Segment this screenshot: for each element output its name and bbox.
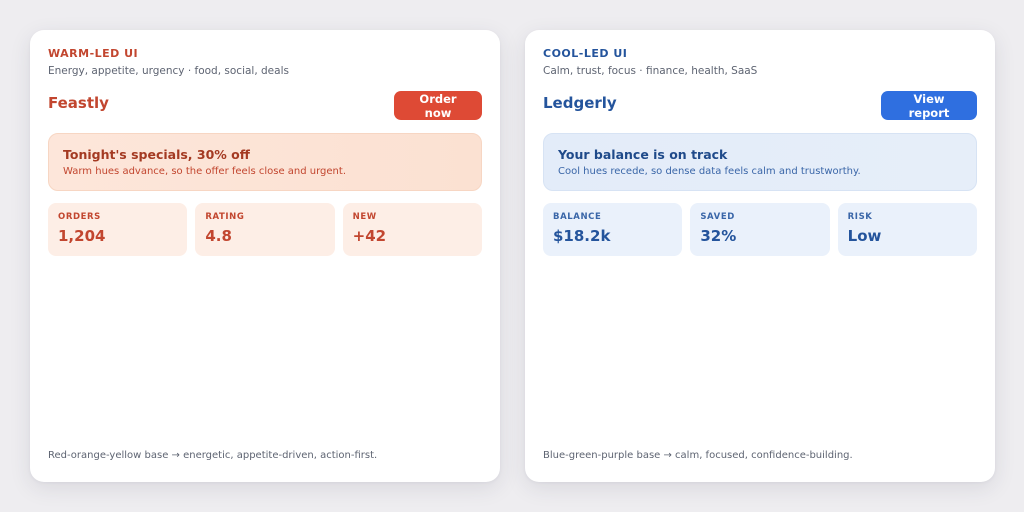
card-footer-note: Red-orange-yellow base → energetic, appe… <box>48 450 378 461</box>
banner-text: Cool hues recede, so dense data feels ca… <box>558 166 861 177</box>
card-eyebrow: WARM-LED UI <box>48 47 139 60</box>
stat-value: 32% <box>700 227 737 245</box>
stat-value: +42 <box>352 227 387 245</box>
promo-banner: Tonight's specials, 30% off Warm hues ad… <box>48 133 482 191</box>
stat-label: SAVED <box>700 212 735 222</box>
stat-label: RISK <box>847 212 873 222</box>
banner-text: Warm hues advance, so the offer feels cl… <box>63 166 346 177</box>
banner-title: Tonight's specials, 30% off <box>63 147 250 162</box>
stat-value: $18.2k <box>553 227 611 245</box>
card-eyebrow: COOL-LED UI <box>543 47 628 60</box>
card-subtitle: Calm, trust, focus · finance, health, Sa… <box>543 65 758 77</box>
stat-value: 4.8 <box>205 227 232 245</box>
banner-title: Your balance is on track <box>558 147 728 162</box>
warm-card: WARM-LED UI Energy, appetite, urgency · … <box>30 30 500 482</box>
stat-tile-risk: RISK Low <box>837 203 977 256</box>
stat-tile-saved: SAVED 32% <box>690 203 830 256</box>
stat-tile-rating: RATING 4.8 <box>195 203 335 256</box>
card-subtitle: Energy, appetite, urgency · food, social… <box>48 65 289 77</box>
stat-label: ORDERS <box>58 212 101 222</box>
stat-tile-orders: ORDERS 1,204 <box>48 203 188 256</box>
brand-name: Ledgerly <box>543 94 617 112</box>
stat-label: RATING <box>205 212 245 222</box>
stat-value: Low <box>847 227 882 245</box>
stat-value: 1,204 <box>58 227 106 245</box>
stats-row: ORDERS 1,204 RATING 4.8 NEW +42 <box>48 203 482 256</box>
stats-row: BALANCE $18.2k SAVED 32% RISK Low <box>543 203 977 256</box>
status-banner: Your balance is on track Cool hues reced… <box>543 133 977 191</box>
brand-name: Feastly <box>48 94 109 112</box>
view-report-button[interactable]: View report <box>881 91 977 120</box>
stat-label: BALANCE <box>553 212 602 222</box>
stat-label: NEW <box>352 212 377 222</box>
cool-card: COOL-LED UI Calm, trust, focus · finance… <box>525 30 995 482</box>
stat-tile-new: NEW +42 <box>342 203 482 256</box>
card-footer-note: Blue-green-purple base → calm, focused, … <box>543 450 853 461</box>
order-now-button[interactable]: Order now <box>394 91 482 120</box>
stat-tile-balance: BALANCE $18.2k <box>543 203 683 256</box>
